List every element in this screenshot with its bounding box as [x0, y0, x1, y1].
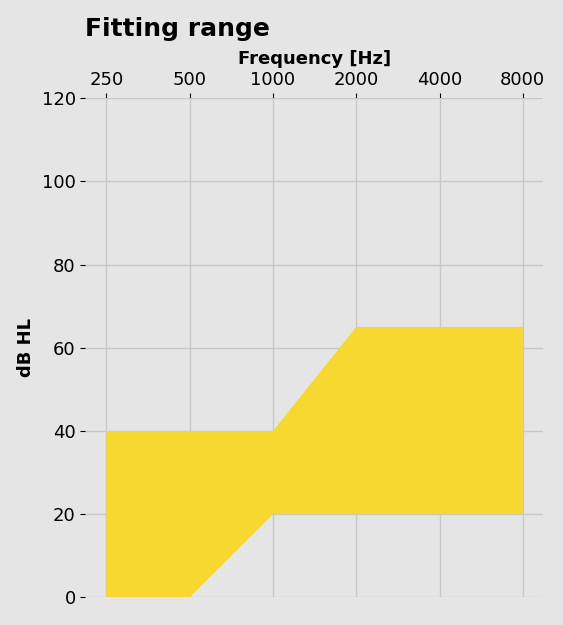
- Polygon shape: [106, 327, 523, 598]
- X-axis label: Frequency [Hz]: Frequency [Hz]: [238, 49, 391, 68]
- Text: Fitting range: Fitting range: [86, 17, 270, 41]
- Y-axis label: dB HL: dB HL: [17, 318, 35, 378]
